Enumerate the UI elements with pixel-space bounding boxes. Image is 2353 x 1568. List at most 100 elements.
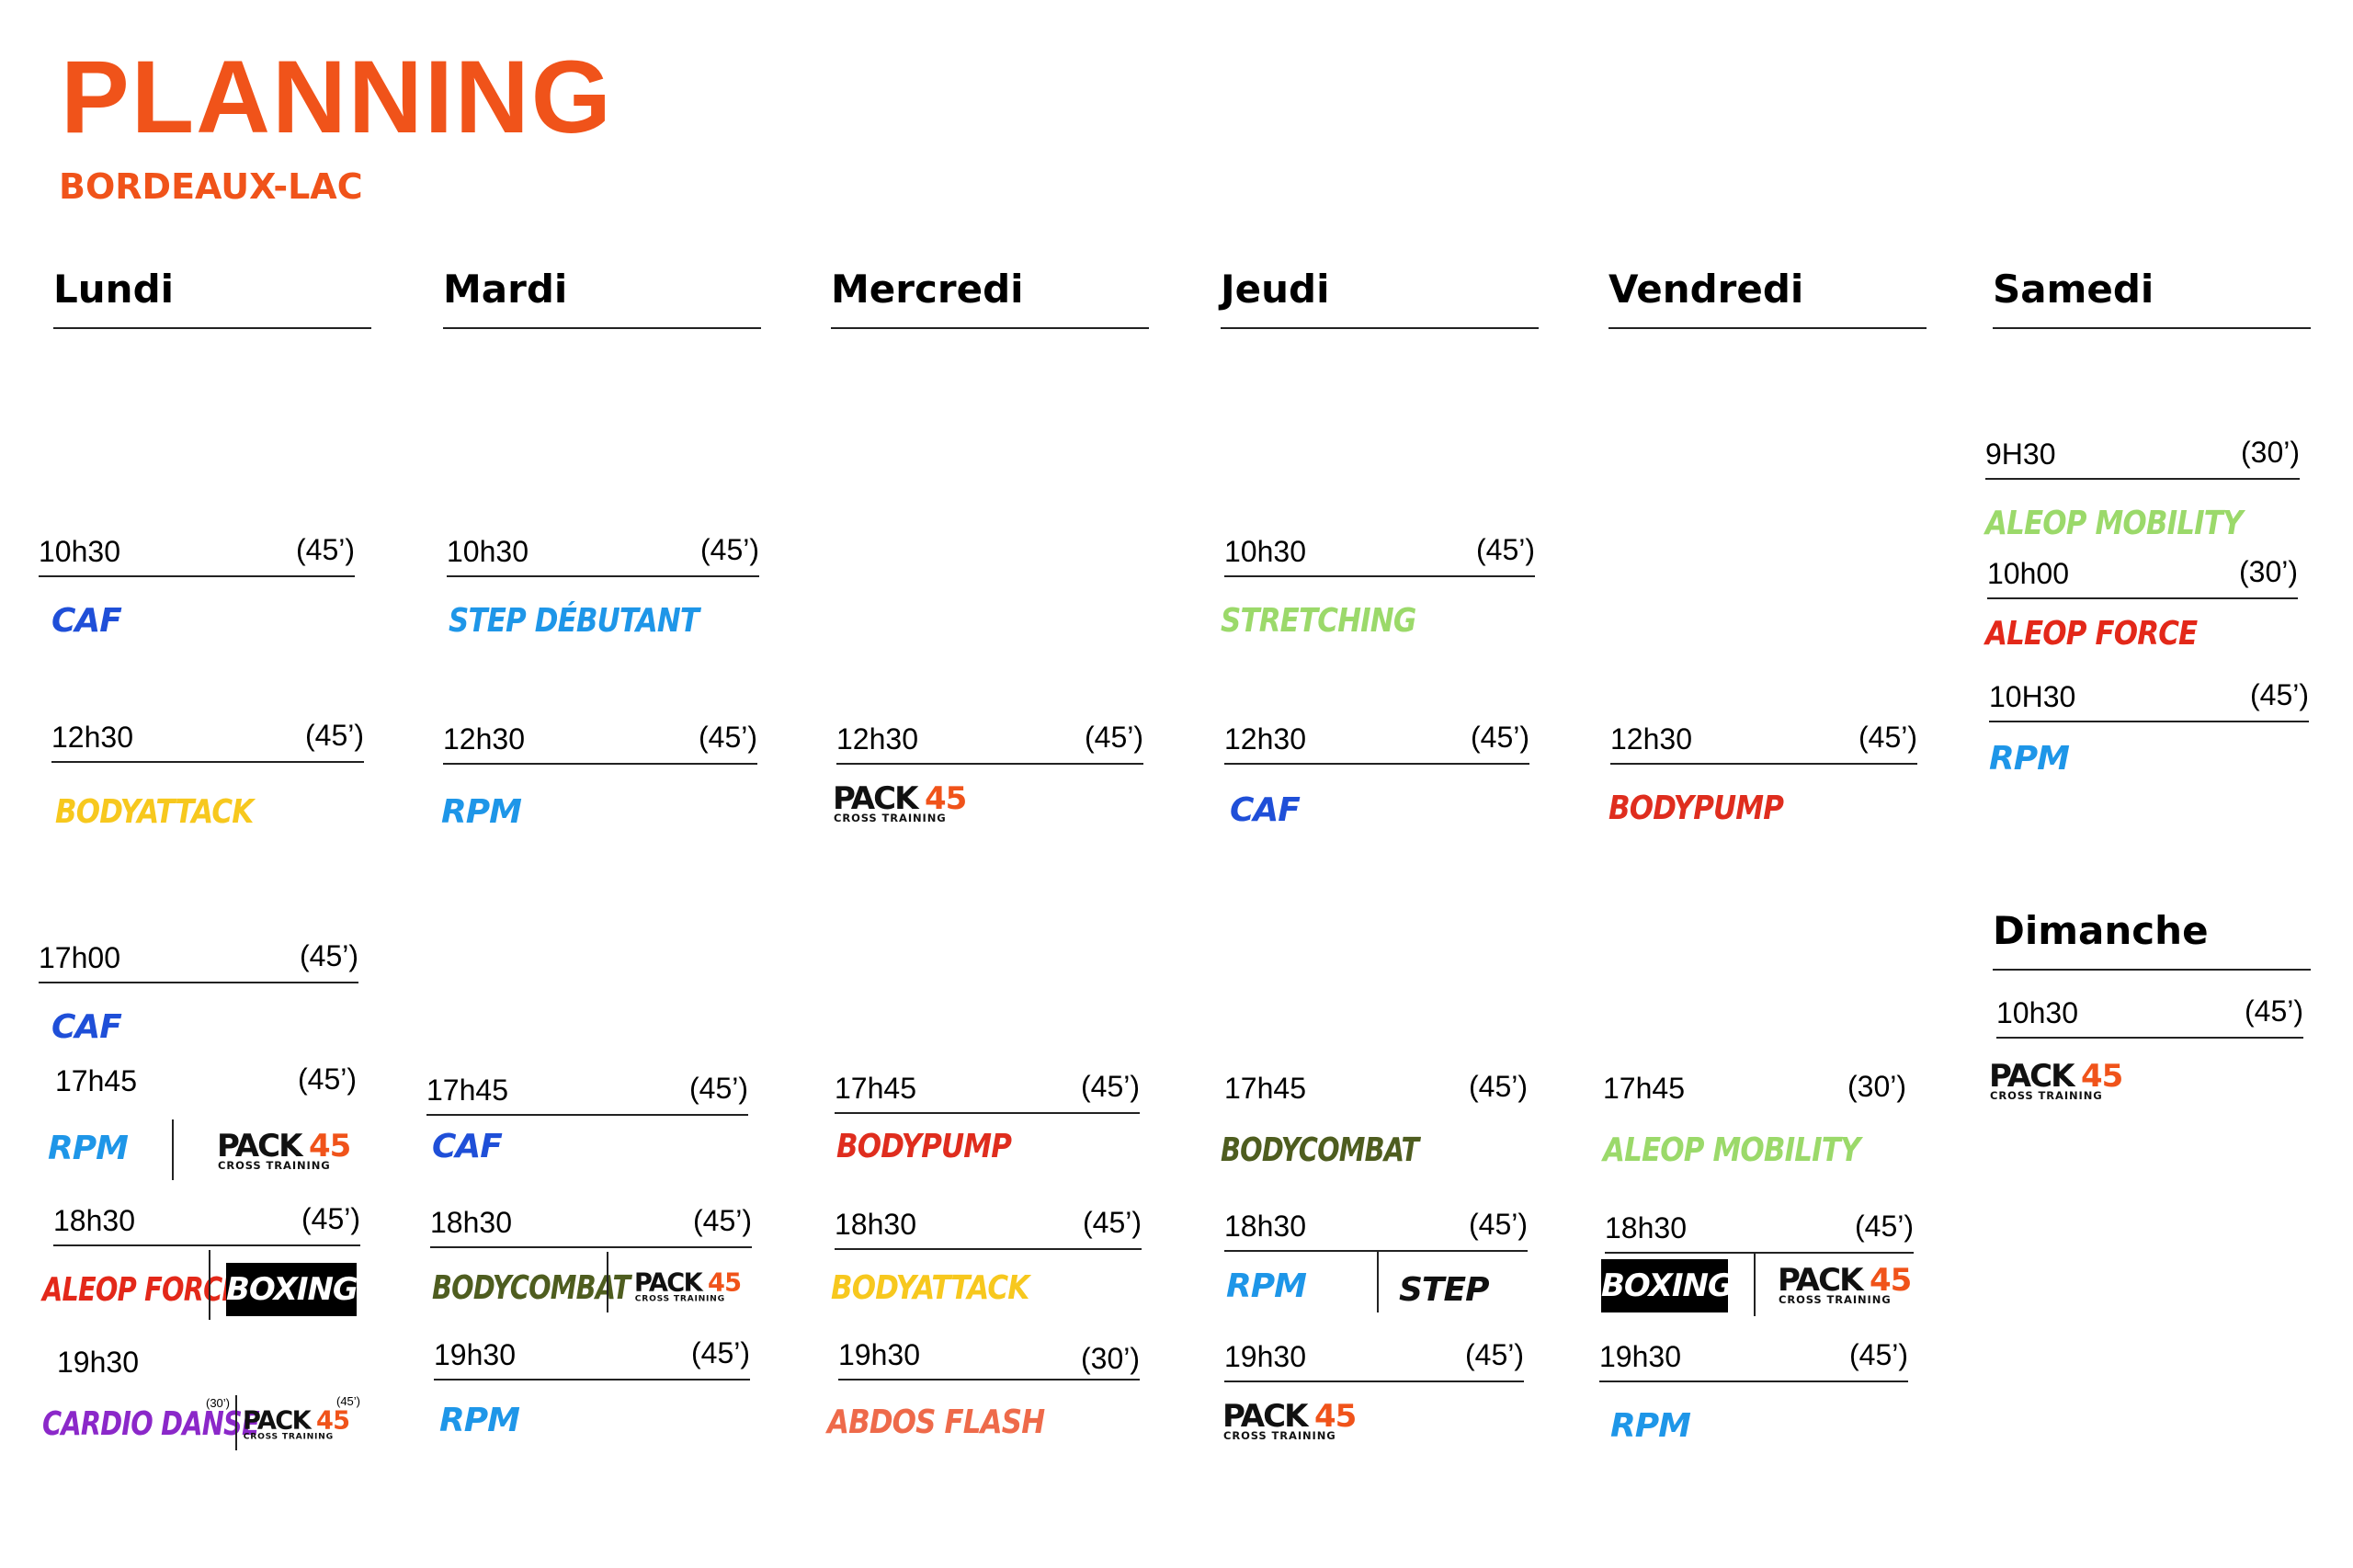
- timeslot: 18h30 (45’): [53, 1200, 360, 1246]
- slot-duration: (45’): [1470, 721, 1529, 754]
- timeslot: 18h30 (45’): [835, 1204, 1142, 1250]
- slot-time: 10h00: [1987, 557, 2069, 590]
- day-header-lundi: Lundi: [53, 270, 371, 329]
- class-name: ABDOS FLASH: [827, 1403, 1045, 1441]
- slot-time: 18h30: [1224, 1210, 1306, 1243]
- slot-time: 17h45: [1224, 1072, 1306, 1105]
- slot-duration: (45’): [1854, 1210, 1914, 1243]
- slot-time: 9H30: [1985, 437, 2056, 471]
- pack-number: 45: [925, 780, 967, 817]
- class-name: RPM: [48, 1130, 129, 1167]
- timeslot: 17h45 (45’): [1224, 1068, 1528, 1112]
- slot-time: 10h30: [39, 535, 120, 568]
- pack-word: PACK: [1989, 1058, 2075, 1095]
- pack-tagline: CROSS TRAINING: [634, 1292, 725, 1303]
- slot-duration: (45’): [2249, 678, 2309, 711]
- pack-tagline: CROSS TRAINING: [834, 812, 947, 824]
- slot-duration: (45’): [1080, 1070, 1140, 1103]
- timeslot: 10h30 (45’): [39, 531, 355, 577]
- class-separator: [209, 1250, 210, 1320]
- pack-tagline: CROSS TRAINING: [1223, 1429, 1336, 1442]
- day-header-samedi: Samedi: [1993, 270, 2311, 329]
- boxing-badge: BOXING: [1601, 1259, 1733, 1312]
- slot-time: 17h45: [426, 1074, 508, 1107]
- slot-time: 10H30: [1989, 680, 2076, 713]
- slot-duration: (45’): [1464, 1338, 1524, 1371]
- class-name: ALEOP FORCE: [1985, 615, 2198, 653]
- slot-duration: (30’): [1847, 1070, 1906, 1103]
- class-name: CAF: [51, 602, 122, 640]
- slot-duration: (45’): [1468, 1208, 1528, 1241]
- day-header-vendredi: Vendredi: [1608, 270, 1927, 329]
- timeslot: 18h30 (45’): [1605, 1208, 1914, 1254]
- pack45-logo: PACK 45 CROSS TRAINING: [634, 1270, 745, 1302]
- day-label: Vendredi: [1608, 267, 1804, 312]
- timeslot: 12h30 (45’): [836, 719, 1143, 765]
- day-label: Lundi: [53, 267, 175, 312]
- timeslot: 9H30 (30’): [1985, 434, 2300, 480]
- timeslot: 12h30 (45’): [1610, 719, 1917, 765]
- slot-time: 17h00: [39, 941, 120, 974]
- class-name: STEP DÉBUTANT: [449, 602, 699, 640]
- slot-time: 18h30: [430, 1206, 512, 1239]
- slot-time: 10h30: [1224, 535, 1306, 568]
- slot-duration: (45’): [1084, 721, 1143, 754]
- timeslot: 17h00 (45’): [39, 937, 358, 983]
- slot-time: 19h30: [1224, 1340, 1306, 1373]
- class-name-secondary: STEP: [1399, 1271, 1489, 1309]
- class-separator: [1754, 1252, 1756, 1316]
- timeslot: 10h30 (45’): [1996, 993, 2303, 1039]
- pack45-logo: PACK 45 CROSS TRAINING: [1778, 1265, 1915, 1305]
- pack-number: 45: [708, 1267, 742, 1298]
- slot-time: 17h45: [1603, 1072, 1685, 1105]
- pack-word: PACK: [1222, 1398, 1308, 1435]
- class-separator: [607, 1252, 608, 1312]
- slot-time: 19h30: [434, 1338, 516, 1371]
- timeslot: 10h00 (30’): [1987, 553, 2298, 599]
- timeslot: 10H30 (45’): [1989, 676, 2309, 722]
- slot-duration: (45’): [297, 1062, 357, 1096]
- day-label: Mardi: [443, 267, 568, 312]
- class-name: BODYPUMP: [1608, 790, 1784, 827]
- day-header-mercredi: Mercredi: [831, 270, 1149, 329]
- timeslot: 19h30 (45’): [434, 1335, 750, 1381]
- slot-duration: (30’): [2240, 436, 2300, 469]
- slot-time: 12h30: [443, 722, 525, 756]
- day-header-dimanche: Dimanche: [1993, 912, 2311, 971]
- pack-number: 45: [316, 1405, 350, 1436]
- slot-time: 12h30: [51, 721, 133, 754]
- slot-time: 18h30: [835, 1208, 916, 1241]
- slot-duration: (45’): [299, 939, 358, 972]
- class-name: ALEOP MOBILITY: [1603, 1131, 1860, 1169]
- slot-time: 12h30: [1224, 722, 1306, 756]
- pack-word: PACK: [1778, 1262, 1863, 1299]
- timeslot: 10h30 (45’): [1224, 531, 1535, 577]
- slot-duration: (45’): [692, 1204, 752, 1237]
- slot-duration: (45’): [2244, 994, 2303, 1028]
- slot-duration: (45’): [1468, 1070, 1528, 1103]
- slot-time: 19h30: [57, 1346, 139, 1379]
- slot-duration: (45’): [688, 1072, 748, 1105]
- timeslot: 18h30 (45’): [430, 1202, 752, 1248]
- class-name: BODYCOMBAT: [432, 1269, 631, 1307]
- slot-duration: (45’): [1475, 533, 1535, 566]
- slot-time: 19h30: [838, 1338, 920, 1371]
- class-name: BODYCOMBAT: [1221, 1131, 1419, 1169]
- class-separator: [172, 1119, 174, 1180]
- day-header-mardi: Mardi: [443, 270, 761, 329]
- class-name: CAF: [1230, 791, 1301, 829]
- pack45-logo: PACK 45 CROSS TRAINING: [833, 783, 971, 824]
- slot-duration: (45’): [1858, 721, 1917, 754]
- class-name: RPM: [1226, 1267, 1307, 1305]
- timeslot: 19h30: [57, 1342, 351, 1386]
- day-header-jeudi: Jeudi: [1221, 270, 1539, 329]
- slot-time: 19h30: [1599, 1340, 1681, 1373]
- day-label: Dimanche: [1993, 908, 2209, 953]
- class-name: CARDIO DANSE: [42, 1405, 260, 1443]
- slot-duration: (45’): [690, 1336, 750, 1369]
- pack-tagline: CROSS TRAINING: [1990, 1089, 2103, 1102]
- class-separator: [1377, 1252, 1379, 1312]
- page-title: PLANNING: [61, 40, 613, 154]
- pack45-logo: PACK 45 CROSS TRAINING: [1989, 1061, 2127, 1101]
- class-name: BODYATTACK: [55, 793, 254, 831]
